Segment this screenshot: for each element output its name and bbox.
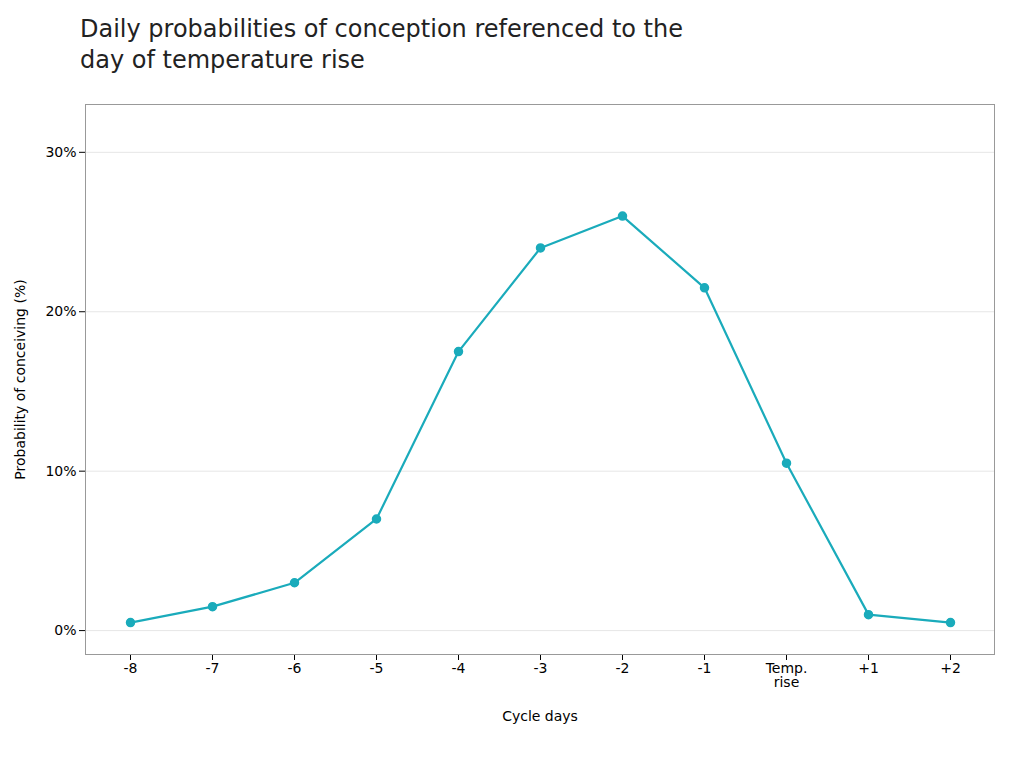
svg-text:-7: -7: [206, 661, 220, 677]
svg-text:+2: +2: [940, 661, 961, 677]
svg-text:-6: -6: [288, 661, 302, 677]
svg-text:20%: 20%: [45, 304, 76, 320]
svg-text:-4: -4: [452, 661, 466, 677]
svg-text:Cycle days: Cycle days: [502, 708, 578, 724]
svg-text:-1: -1: [698, 661, 712, 677]
svg-text:0%: 0%: [54, 622, 76, 638]
svg-text:-2: -2: [616, 661, 630, 677]
svg-text:30%: 30%: [45, 144, 76, 160]
svg-text:Temp.rise: Temp.rise: [765, 661, 808, 691]
svg-text:-3: -3: [534, 661, 548, 677]
html-text:Daily probabilities of concept: Daily probabilities of conception refere…: [80, 15, 683, 75]
svg-text:-8: -8: [124, 661, 138, 677]
svg-text:Probability of conceiving (%): Probability of conceiving (%): [12, 280, 28, 480]
svg-text:10%: 10%: [45, 463, 76, 479]
svg-text:-5: -5: [370, 661, 384, 677]
svg-text:+1: +1: [858, 661, 879, 677]
